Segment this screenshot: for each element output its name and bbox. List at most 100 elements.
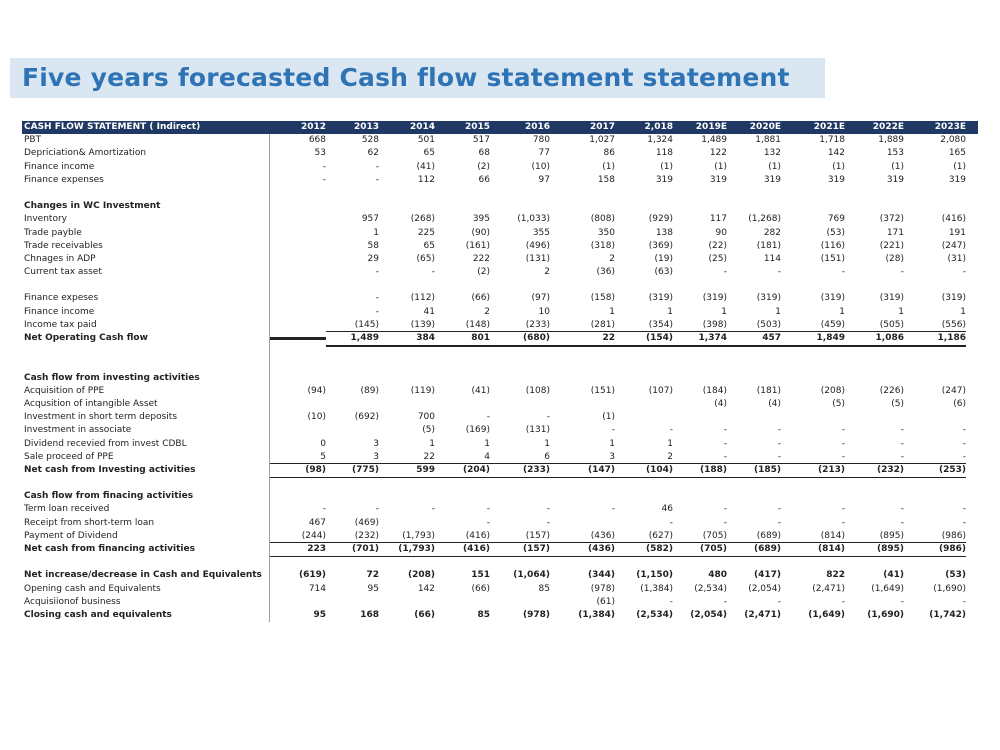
cell-value: 355: [532, 227, 550, 238]
row-label: Investment in associate: [22, 424, 270, 438]
cell-value: (319): [941, 293, 966, 304]
cell-value: 85: [477, 609, 490, 620]
cell-value: 132: [763, 148, 781, 159]
cell-value: (319): [820, 293, 845, 304]
cell-value: (1,742): [929, 609, 966, 620]
cell-value: (22): [708, 240, 727, 251]
cell-value: -: [723, 267, 727, 278]
spacer-row: [22, 186, 978, 201]
cell-value: (131): [525, 253, 550, 264]
cell-value: -: [841, 451, 845, 462]
cell-value: (1): [891, 161, 904, 172]
cell-value: (436): [590, 530, 615, 541]
cell-value: 158: [597, 174, 615, 185]
cell-value: (104): [615, 462, 673, 479]
cell-value: 2: [544, 267, 550, 278]
cell-value: -: [962, 504, 966, 515]
cell-value: (1,033): [517, 214, 550, 225]
cell-value: -: [611, 425, 615, 436]
cell-value: (1): [602, 412, 615, 423]
row-label: Acquisition of PPE: [22, 384, 270, 398]
cell-value: (1,268): [748, 214, 781, 225]
cell-value: (436): [550, 542, 615, 558]
cell-value: (416): [465, 530, 490, 541]
cell-value: (61): [596, 596, 615, 607]
cell-value: 77: [538, 148, 550, 159]
cell-value: 1: [898, 306, 904, 317]
cell-value: (1,690): [867, 609, 904, 620]
cell-value: 22: [550, 330, 615, 347]
cell-value: -: [723, 504, 727, 515]
spacer-row: [22, 477, 978, 491]
cell-value: 223: [270, 542, 326, 558]
table-row: PBT 668 528 501 517 780 1,027 1,324 1,489 1,881 1,…: [22, 134, 978, 148]
table-row: Finance expeses - (112) (66) (97) (158) (319) (…: [22, 292, 978, 306]
cell-value: (1): [660, 161, 673, 172]
cell-value: 319: [655, 174, 673, 185]
cell-value: 3: [373, 438, 379, 449]
title-band: Five years forecasted Cash flow statemen…: [10, 58, 825, 98]
cell-value: (986): [904, 542, 966, 558]
cell-value: (344): [587, 570, 615, 581]
row-label: Net cash from Investing activities: [22, 463, 270, 478]
cell-value: (705): [702, 530, 727, 541]
cell-value: (154): [615, 330, 673, 347]
cell-value: 2012: [300, 122, 326, 132]
cell-value: (318): [590, 240, 615, 251]
cell-value: (775): [326, 462, 379, 479]
cell-value: (181): [756, 240, 781, 251]
cell-value: 1,489: [326, 330, 379, 347]
cell-value: 2014: [409, 122, 435, 132]
cell-value: -: [431, 504, 435, 515]
cell-value: -: [431, 267, 435, 278]
cell-value: (119): [410, 385, 435, 396]
cell-value: 1: [544, 438, 550, 449]
cell-value: (372): [879, 214, 904, 225]
cell-value: 1: [775, 306, 781, 317]
row-label: Cash flow from investing activities: [22, 371, 270, 385]
cell-value: 118: [655, 148, 673, 159]
cell-value: 2,080: [940, 135, 966, 146]
cell-value: 2013: [353, 122, 379, 132]
row-label: Receipt from short-term loan: [22, 516, 270, 530]
cell-value: (151): [820, 253, 845, 264]
table-row: Changes in WC Investment: [22, 200, 978, 214]
row-label: Depriciation& Amortization: [22, 147, 270, 161]
cell-value: (417): [753, 570, 781, 581]
row-label: Term loan received: [22, 503, 270, 517]
cell-value: (416): [435, 542, 490, 558]
cell-value: 191: [948, 227, 966, 238]
cell-value: (1,649): [808, 609, 845, 620]
cell-value: 122: [709, 148, 727, 159]
cell-value: (151): [590, 385, 615, 396]
cell-value: 153: [886, 148, 904, 159]
cell-value: (680): [490, 330, 550, 347]
table-row: Acquisition of PPE (94) (89) (119) (41) (108)…: [22, 384, 978, 398]
cell-value: (4): [768, 398, 781, 409]
cell-value: -: [900, 425, 904, 436]
cell-value: 528: [361, 135, 379, 146]
cell-value: (1,064): [513, 570, 550, 581]
cell-value: (98): [270, 462, 326, 479]
cell-value: (10): [307, 412, 326, 423]
row-label: Dividend recevied from invest CDBL: [22, 437, 270, 451]
table-row: Investment in short term deposits (10) (69…: [22, 411, 978, 425]
spacer-row: [22, 358, 978, 372]
cell-value: -: [669, 425, 673, 436]
cell-value: (5): [422, 425, 435, 436]
cell-value: (226): [879, 385, 904, 396]
cell-value: -: [777, 425, 781, 436]
cell-value: (503): [756, 319, 781, 330]
row-label: Net increase/decrease in Cash and Equiva…: [22, 569, 270, 583]
cell-value: -: [322, 161, 326, 172]
cell-value: 22: [423, 451, 435, 462]
table-row: Payment of Dividend (244) (232) (1,793) (416…: [22, 529, 978, 543]
cell-value: (63): [654, 267, 673, 278]
cell-value: (221): [879, 240, 904, 251]
cell-value: -: [546, 504, 550, 515]
cell-value: (41): [883, 570, 904, 581]
table-row: Term loan received - - - - - - 46 - - - - -: [22, 503, 978, 517]
cell-value: (188): [673, 462, 727, 479]
cell-value: (1,384): [578, 609, 615, 620]
cell-value: -: [375, 504, 379, 515]
